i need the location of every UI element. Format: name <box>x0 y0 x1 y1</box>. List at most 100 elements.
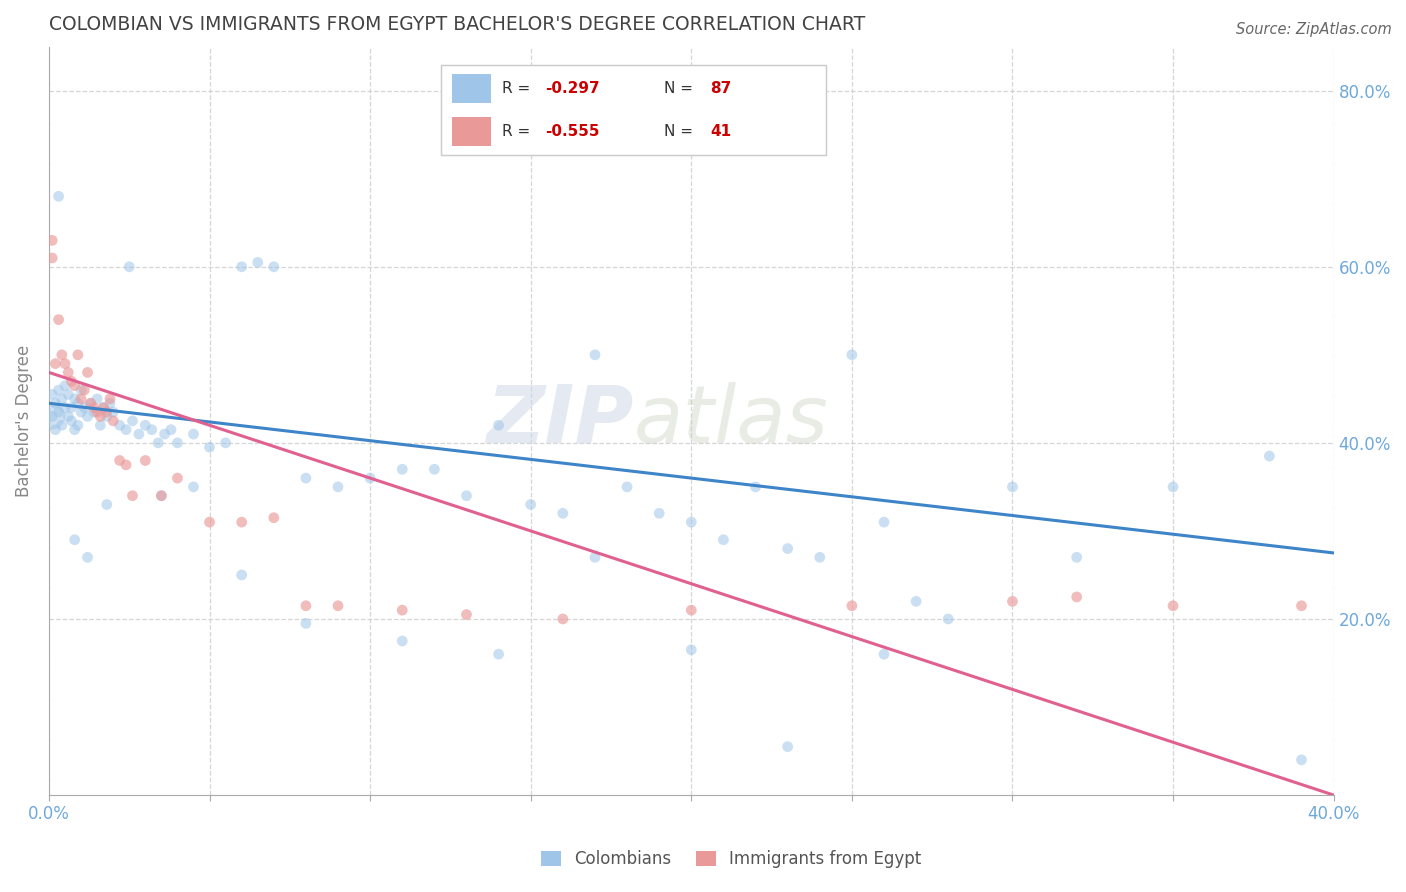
Point <box>583 550 606 565</box>
Point <box>905 594 928 608</box>
Point <box>134 418 156 433</box>
Point <box>246 255 269 269</box>
Text: ZIP: ZIP <box>486 382 634 460</box>
Point <box>231 568 253 582</box>
Point <box>936 612 959 626</box>
Point <box>103 405 125 419</box>
Point <box>70 405 93 419</box>
Point <box>1066 550 1088 565</box>
Point <box>423 462 446 476</box>
Point <box>73 383 96 397</box>
Text: COLOMBIAN VS IMMIGRANTS FROM EGYPT BACHELOR'S DEGREE CORRELATION CHART: COLOMBIAN VS IMMIGRANTS FROM EGYPT BACHE… <box>49 15 865 34</box>
Point <box>146 435 169 450</box>
Point <box>73 401 96 415</box>
Point <box>488 418 510 433</box>
Point <box>295 471 318 485</box>
Point <box>60 401 83 415</box>
Point <box>70 392 93 406</box>
Text: atlas: atlas <box>634 382 828 460</box>
Point <box>60 414 83 428</box>
Point <box>153 427 176 442</box>
Point <box>76 409 98 424</box>
Point <box>134 453 156 467</box>
Point <box>48 312 70 326</box>
Point <box>295 599 318 613</box>
Point <box>83 401 105 415</box>
Point <box>76 366 98 380</box>
Point <box>44 357 66 371</box>
Point <box>183 427 205 442</box>
Point <box>48 405 70 419</box>
Point <box>76 550 98 565</box>
Point <box>58 409 80 424</box>
Point <box>231 515 253 529</box>
Point <box>51 418 73 433</box>
Point <box>141 423 163 437</box>
Point <box>96 409 118 424</box>
Point <box>80 396 103 410</box>
Point <box>359 471 381 485</box>
Point <box>519 498 541 512</box>
Point <box>551 506 574 520</box>
Point <box>1001 480 1024 494</box>
Point <box>108 418 131 433</box>
Point <box>391 462 413 476</box>
Point <box>115 458 138 472</box>
Point <box>488 647 510 661</box>
Point <box>86 405 108 419</box>
Point <box>295 616 318 631</box>
Point <box>41 409 63 424</box>
Point <box>1291 753 1313 767</box>
Point <box>583 348 606 362</box>
Point <box>53 357 76 371</box>
Point <box>391 634 413 648</box>
Point <box>456 489 478 503</box>
Point <box>41 233 63 247</box>
Point <box>681 603 703 617</box>
Point <box>648 506 671 520</box>
Point <box>776 739 799 754</box>
Point <box>1258 449 1281 463</box>
Point <box>51 348 73 362</box>
Point <box>93 401 115 415</box>
Point <box>58 366 80 380</box>
Point <box>1291 599 1313 613</box>
Point <box>681 642 703 657</box>
Point <box>873 515 896 529</box>
Point <box>128 427 150 442</box>
Point <box>166 435 188 450</box>
Point <box>51 392 73 406</box>
Point <box>198 515 221 529</box>
Point <box>63 392 86 406</box>
Point <box>48 383 70 397</box>
Point <box>53 401 76 415</box>
Point <box>89 409 111 424</box>
Point <box>326 599 349 613</box>
Point <box>150 489 173 503</box>
Y-axis label: Bachelor's Degree: Bachelor's Degree <box>15 344 32 497</box>
Point <box>63 423 86 437</box>
Point <box>86 392 108 406</box>
Point <box>713 533 735 547</box>
Point <box>263 510 285 524</box>
Point <box>41 387 63 401</box>
Point <box>456 607 478 622</box>
Legend: Colombians, Immigrants from Egypt: Colombians, Immigrants from Egypt <box>534 844 928 875</box>
Point <box>166 471 188 485</box>
Point <box>103 414 125 428</box>
Point <box>70 383 93 397</box>
Point <box>66 418 89 433</box>
Point <box>183 480 205 494</box>
Point <box>108 453 131 467</box>
Point <box>98 396 121 410</box>
Point <box>60 374 83 388</box>
Point <box>83 405 105 419</box>
Point <box>118 260 141 274</box>
Point <box>551 612 574 626</box>
Point <box>391 603 413 617</box>
Point <box>326 480 349 494</box>
Point <box>808 550 831 565</box>
Point <box>1161 599 1184 613</box>
Point <box>96 405 118 419</box>
Point <box>115 423 138 437</box>
